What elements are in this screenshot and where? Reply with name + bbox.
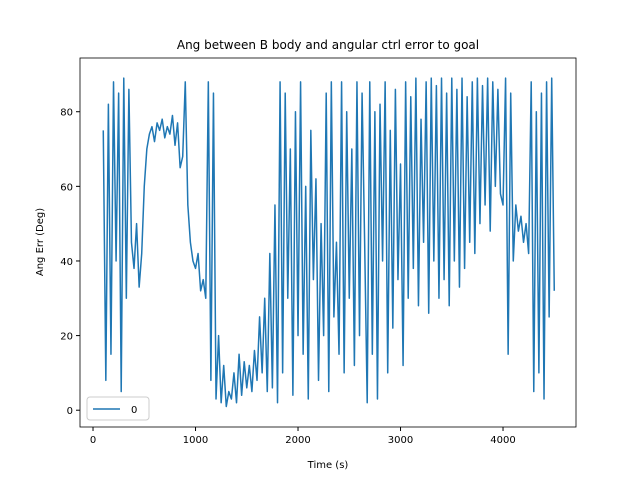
y-tick-label: 40 [60, 257, 73, 268]
plot-frame [79, 57, 577, 428]
x-tick-label: 1000 [183, 435, 208, 446]
legend-label: 0 [131, 405, 137, 416]
chart-title: Ang between B body and angular ctrl erro… [177, 38, 479, 52]
x-tick-label: 0 [90, 435, 96, 446]
y-tick-label: 20 [60, 332, 73, 343]
x-axis-label: Time (s) [307, 460, 349, 471]
data-line [102, 77, 556, 408]
y-tick-label: 80 [60, 108, 73, 119]
y-axis-label: Ang Err (Deg) [35, 208, 46, 276]
x-tick-label: 2000 [285, 435, 310, 446]
x-tick-label: 3000 [388, 435, 413, 446]
y-tick-label: 60 [60, 182, 73, 193]
y-tick-label: 0 [67, 406, 73, 417]
x-tick-label: 4000 [490, 435, 515, 446]
